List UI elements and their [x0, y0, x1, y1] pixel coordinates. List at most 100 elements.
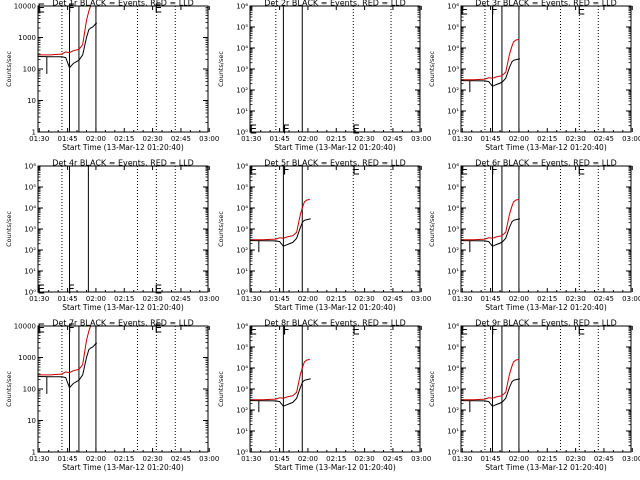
y-tick-label: 10¹ — [24, 268, 36, 276]
lld-series-line — [38, 326, 96, 376]
x-tick-label: 02:00 — [86, 135, 106, 143]
segment-marker-label: E — [352, 163, 360, 177]
x-tick-label: 03:00 — [622, 295, 640, 303]
x-tick-label: 03:00 — [199, 455, 219, 463]
y-tick-label: 10⁶ — [447, 3, 459, 11]
y-tick-label: 10⁵ — [236, 24, 248, 32]
x-tick-label: 02:45 — [594, 295, 614, 303]
x-tick-label: 01:30 — [29, 295, 49, 303]
y-tick-label: 10² — [236, 247, 248, 255]
y-tick-label: 10² — [24, 247, 36, 255]
segment-marker-label: E — [249, 323, 257, 337]
y-tick-label: 10000 — [14, 323, 36, 331]
y-tick-label: 10⁵ — [447, 344, 459, 352]
y-tick-label: 10² — [447, 247, 459, 255]
y-tick-label: 10³ — [447, 386, 459, 394]
y-tick-label: 10⁴ — [447, 45, 459, 53]
chart-title: Det 8r BLACK = Events, RED = LLD — [264, 319, 406, 328]
segment-marker-label: F — [68, 282, 75, 296]
x-tick-label: 02:15 — [537, 135, 557, 143]
x-axis-label: Start Time (13-Mar-12 01:20:40) — [62, 143, 184, 152]
x-tick-label: 02:45 — [171, 455, 191, 463]
x-axis-label: Start Time (13-Mar-12 01:20:40) — [274, 463, 396, 472]
x-tick-label: 02:15 — [326, 455, 346, 463]
x-axis-label: Start Time (13-Mar-12 01:20:40) — [274, 303, 396, 312]
y-tick-label: 10³ — [447, 66, 459, 74]
x-tick-label: 01:45 — [58, 295, 78, 303]
y-tick-label: 1 — [32, 449, 36, 457]
x-tick-label: 02:30 — [566, 455, 586, 463]
events-series-line — [461, 58, 521, 87]
x-tick-label: 03:00 — [411, 295, 431, 303]
plot-frame — [37, 165, 209, 293]
chart-title: Det 7r BLACK = Events, RED = LLD — [52, 319, 194, 328]
events-series-line — [461, 218, 521, 247]
x-tick-label: 03:00 — [199, 295, 219, 303]
y-tick-label: 10⁴ — [24, 205, 36, 213]
plot-frame — [37, 325, 209, 453]
y-axis-label: Counts/sec — [217, 51, 225, 87]
segment-marker-label: F — [491, 3, 498, 17]
y-tick-label: 10⁰ — [236, 289, 248, 297]
x-tick-label: 01:45 — [58, 455, 78, 463]
chart-title: Det 6r BLACK = Events, RED = LLD — [475, 159, 617, 168]
x-tick-label: 02:00 — [298, 455, 318, 463]
x-tick-label: 03:00 — [411, 455, 431, 463]
y-axis-label: Counts/sec — [428, 51, 436, 87]
plot-frame — [460, 325, 632, 453]
x-tick-label: 02:45 — [171, 295, 191, 303]
y-tick-label: 10⁵ — [236, 344, 248, 352]
segment-marker-label: E — [249, 122, 257, 136]
events-series-line — [250, 378, 311, 407]
y-axis-label: Counts/sec — [217, 371, 225, 407]
chart-title: Det 3r BLACK = Events, RED = LLD — [475, 0, 617, 8]
y-tick-label: 10⁴ — [236, 365, 248, 373]
segment-marker-label: E — [37, 282, 45, 296]
y-tick-label: 10² — [447, 407, 459, 415]
y-tick-label: 1000 — [18, 34, 36, 42]
y-axis-label: Counts/sec — [5, 211, 13, 247]
segment-marker-label: F — [68, 1, 75, 15]
y-tick-label: 10⁰ — [24, 289, 36, 297]
x-tick-label: 02:00 — [86, 455, 106, 463]
y-tick-label: 10¹ — [236, 428, 248, 436]
x-tick-label: 01:30 — [452, 455, 472, 463]
events-series-line — [38, 22, 98, 69]
y-tick-label: 10³ — [236, 66, 248, 74]
y-tick-label: 10⁶ — [447, 323, 459, 331]
y-tick-label: 10⁵ — [236, 184, 248, 192]
y-tick-label: 10⁶ — [236, 323, 248, 331]
x-tick-label: 02:45 — [383, 455, 403, 463]
y-tick-label: 10¹ — [447, 108, 459, 116]
y-tick-label: 10⁵ — [447, 24, 459, 32]
x-tick-label: 02:00 — [509, 455, 529, 463]
x-axis-label: Start Time (13-Mar-12 01:20:40) — [62, 303, 184, 312]
y-tick-label: 1000 — [18, 354, 36, 362]
y-tick-label: 100 — [23, 386, 36, 394]
x-tick-label: 02:00 — [509, 295, 529, 303]
x-tick-label: 01:30 — [29, 135, 49, 143]
segment-marker-label: E — [154, 321, 162, 335]
y-tick-label: 10⁰ — [447, 449, 459, 457]
lld-series-line — [461, 38, 520, 81]
segment-marker-label: F — [283, 122, 290, 136]
x-tick-label: 02:30 — [143, 455, 163, 463]
x-tick-label: 01:45 — [481, 135, 501, 143]
x-tick-label: 02:30 — [355, 135, 375, 143]
segment-marker-label: E — [352, 122, 360, 136]
y-tick-label: 10⁶ — [447, 163, 459, 171]
y-tick-label: 10⁰ — [236, 449, 248, 457]
segment-marker-label: E — [37, 1, 45, 15]
x-axis-label: Start Time (13-Mar-12 01:20:40) — [485, 463, 607, 472]
y-tick-label: 10000 — [14, 3, 36, 11]
segment-marker-label: E — [460, 323, 468, 337]
y-tick-label: 10⁵ — [24, 184, 36, 192]
x-tick-label: 02:00 — [298, 295, 318, 303]
